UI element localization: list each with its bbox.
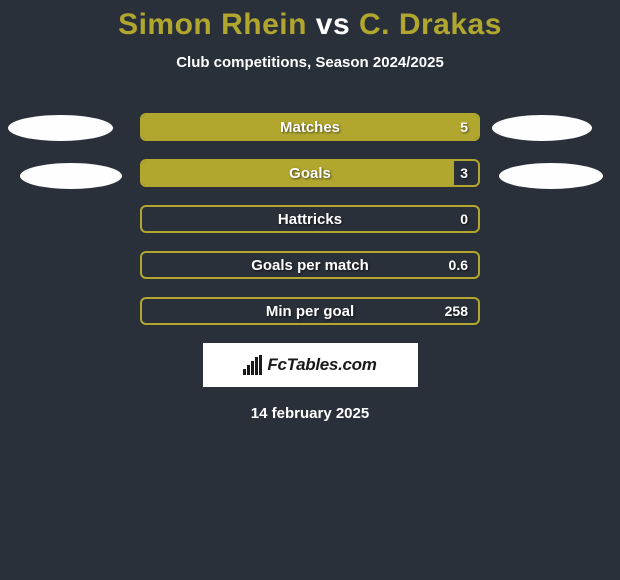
decorative-ellipse <box>492 115 592 141</box>
card-title: Simon Rhein vs C. Drakas <box>0 8 620 42</box>
stat-bar: Matches5 <box>140 113 480 141</box>
stat-label: Goals per match <box>142 253 478 277</box>
decorative-ellipse <box>499 163 603 189</box>
bars-container: Matches5Goals3Hattricks0Goals per match0… <box>140 113 480 325</box>
stat-value: 3 <box>460 161 468 185</box>
stat-label: Matches <box>142 115 478 139</box>
card-subtitle: Club competitions, Season 2024/2025 <box>0 54 620 71</box>
stat-value: 0 <box>460 207 468 231</box>
stat-label: Hattricks <box>142 207 478 231</box>
brand-name: FcTables.com <box>267 355 376 375</box>
stat-value: 0.6 <box>449 253 468 277</box>
decorative-ellipse <box>8 115 113 141</box>
player2-name: C. Drakas <box>359 8 502 41</box>
chart-area: Matches5Goals3Hattricks0Goals per match0… <box>0 113 620 325</box>
brand-badge: FcTables.com <box>203 343 418 387</box>
stat-bar: Goals3 <box>140 159 480 187</box>
stat-label: Goals <box>142 161 478 185</box>
brand-chart-icon <box>243 355 263 375</box>
footer-date: 14 february 2025 <box>0 405 620 422</box>
stat-bar: Hattricks0 <box>140 205 480 233</box>
player1-name: Simon Rhein <box>118 8 307 41</box>
stat-bar: Goals per match0.6 <box>140 251 480 279</box>
vs-label: vs <box>316 8 350 41</box>
stat-value: 5 <box>460 115 468 139</box>
decorative-ellipse <box>20 163 122 189</box>
comparison-card: Simon Rhein vs C. Drakas Club competitio… <box>0 0 620 422</box>
stat-bar: Min per goal258 <box>140 297 480 325</box>
stat-label: Min per goal <box>142 299 478 323</box>
stat-value: 258 <box>445 299 468 323</box>
